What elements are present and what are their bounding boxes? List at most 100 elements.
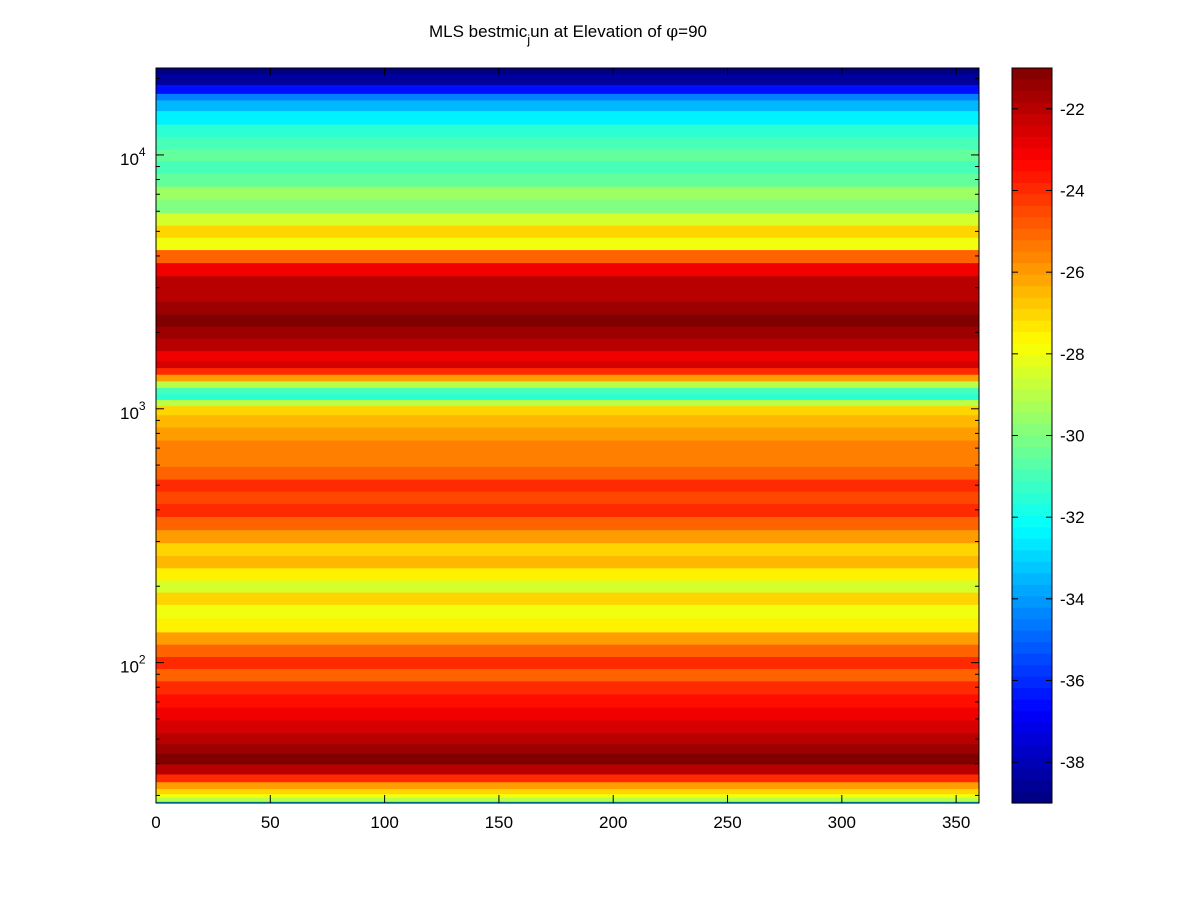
heatmap-band: [156, 405, 979, 416]
heatmap-band: [156, 136, 979, 150]
colorbar-segment: [1012, 136, 1052, 149]
chart-title-suffix: =90: [678, 22, 707, 41]
colorbar-segment: [1012, 102, 1052, 115]
heatmap-band: [156, 360, 979, 369]
heatmap-band: [156, 225, 979, 238]
colorbar-segment: [1012, 366, 1052, 379]
heatmap-band: [156, 797, 979, 802]
heatmap-band: [156, 93, 979, 101]
colorbar-segment: [1012, 596, 1052, 609]
colorbar-segment: [1012, 90, 1052, 104]
heatmap-band: [156, 631, 979, 645]
colorbar-segment: [1012, 492, 1052, 505]
heatmap-band: [156, 426, 979, 441]
y-tick-label: 103: [120, 399, 146, 423]
plot-frame: [155, 67, 980, 804]
x-tick-label: 250: [713, 813, 741, 832]
colorbar-segment: [1012, 573, 1052, 586]
colorbar-segment: [1012, 79, 1052, 92]
colorbar-segment: [1012, 561, 1052, 574]
heatmap-band: [156, 720, 979, 734]
heatmap-band: [156, 656, 979, 670]
heatmap-band: [156, 491, 979, 504]
heatmap-band: [156, 801, 979, 803]
colorbar-segment: [1012, 688, 1052, 701]
x-tick-label: 0: [151, 813, 160, 832]
heatmap-band: [156, 466, 979, 480]
heatmap-band: [156, 110, 979, 125]
x-tick-label: 350: [942, 813, 970, 832]
y-tick-label: 102: [120, 653, 146, 677]
heatmap-band: [156, 68, 979, 74]
colorbar-tick-label: -32: [1060, 508, 1085, 527]
colorbar-tick-label: -24: [1060, 182, 1085, 201]
heatmap-band: [156, 350, 979, 362]
x-tick-label: 300: [828, 813, 856, 832]
colorbar-segment: [1012, 274, 1052, 287]
chart-title-prefix: MLS bestmic: [429, 22, 528, 41]
chart-title-subscript: j: [527, 32, 531, 47]
colorbar-segment: [1012, 412, 1052, 425]
heatmap-band: [156, 393, 979, 400]
colorbar-segment: [1012, 309, 1052, 322]
colorbar-segment: [1012, 240, 1052, 253]
chart-title: MLS bestmicjun at Elevation of φ=90: [0, 22, 1136, 47]
colorbar-segment: [1012, 745, 1052, 758]
heatmap-band: [156, 503, 979, 517]
colorbar-segment: [1012, 194, 1052, 207]
colorbar-segment: [1012, 780, 1052, 793]
colorbar-segment: [1012, 68, 1052, 81]
colorbar-segment: [1012, 653, 1052, 666]
heatmap-band: [156, 693, 979, 708]
heatmap-band: [156, 618, 979, 633]
heatmap-band: [156, 249, 979, 264]
heatmap-band: [156, 644, 979, 658]
heatmap-band: [156, 387, 979, 395]
colorbar-segment: [1012, 619, 1052, 632]
heatmap-band: [156, 763, 979, 775]
colorbar-segment: [1012, 665, 1052, 678]
heatmap-band: [156, 668, 979, 682]
colorbar-segment: [1012, 630, 1052, 643]
heatmap-band: [156, 380, 979, 388]
heatmap-band: [156, 262, 979, 277]
heatmap-band: [156, 199, 979, 213]
colorbar-segment: [1012, 113, 1052, 127]
colorbar-segment: [1012, 125, 1052, 138]
colorbar-segment: [1012, 148, 1052, 161]
colorbar-segment: [1012, 182, 1052, 195]
heatmap-band: [156, 160, 979, 174]
colorbar-segment: [1012, 538, 1052, 551]
colorbar-segment: [1012, 527, 1052, 540]
colorbar-segment: [1012, 584, 1052, 597]
colorbar-segment: [1012, 332, 1052, 345]
colorbar-segment: [1012, 228, 1052, 241]
heatmap-band: [156, 579, 979, 593]
heatmap-band: [156, 84, 979, 94]
colorbar-segment: [1012, 205, 1052, 218]
heatmap-band: [156, 148, 979, 162]
heatmap-band: [156, 367, 979, 375]
heatmap-band: [156, 732, 979, 745]
heatmap-band: [156, 313, 979, 327]
chart-title-mid: un at Elevation of: [530, 22, 667, 41]
heatmap-band: [156, 529, 979, 544]
colorbar-segment: [1012, 159, 1052, 172]
colorbar-segment: [1012, 401, 1052, 414]
heatmap-band: [156, 374, 979, 382]
colorbar-segment: [1012, 768, 1052, 781]
heatmap-band: [156, 439, 979, 454]
colorbar-tick-label: -28: [1060, 345, 1085, 364]
colorbar-segment: [1012, 757, 1052, 770]
colorbar-segment: [1012, 171, 1052, 184]
axes: 0 50 100 150 200 250 300 350 102 103 104: [120, 67, 980, 832]
colorbar-tick-label: -30: [1060, 427, 1085, 446]
heatmap-band: [156, 555, 979, 569]
colorbar-segment: [1012, 389, 1052, 402]
colorbar-segment: [1012, 286, 1052, 299]
colorbar-segment: [1012, 378, 1052, 391]
colorbar-segment: [1012, 734, 1052, 747]
heatmap-band: [156, 237, 979, 251]
